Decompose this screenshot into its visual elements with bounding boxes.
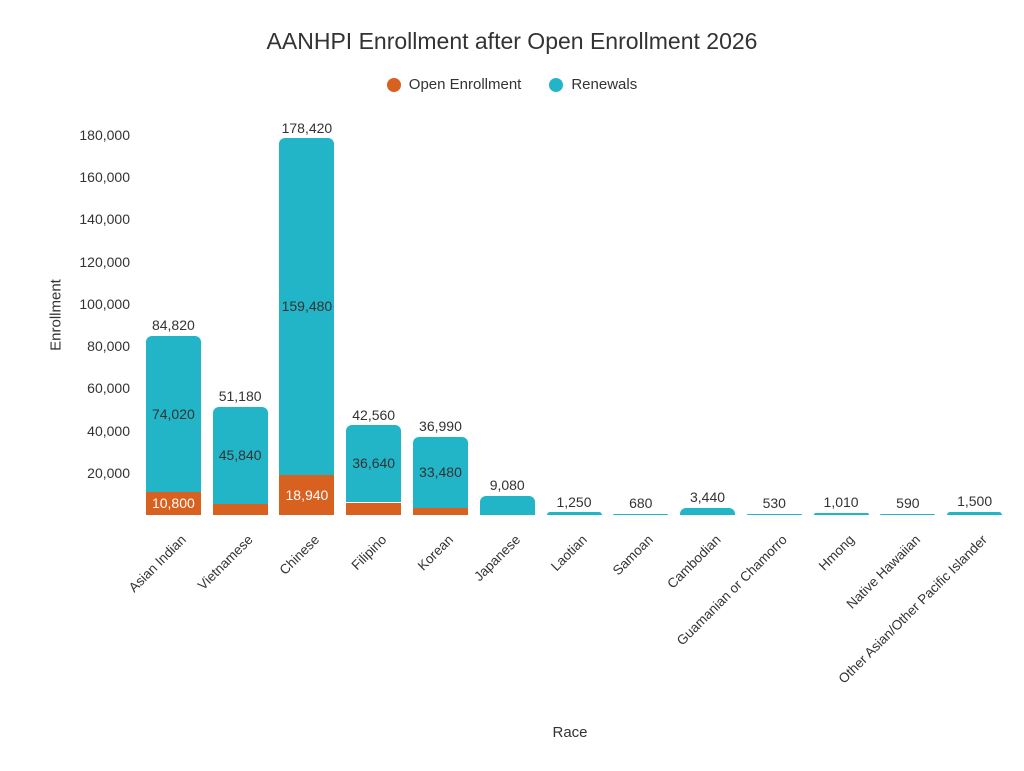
total-label-cambodian: 3,440 [690,489,726,506]
y-tick-label-60-000: 60,000 [87,380,130,397]
legend-item-open-enrollment[interactable]: Open Enrollment [386,76,522,93]
bar-segment-renewals-native-hawaiian[interactable] [880,513,936,515]
bar-segment-open-enrollment-korean[interactable] [412,507,468,515]
x-tick-label-guamanian-or-chamorro: Guamanian or Chamorro [673,532,790,649]
x-tick-label-chinese: Chinese [276,532,323,578]
renewals-value-label-filipino: 36,640 [352,455,396,472]
renewals-value-label-chinese: 159,480 [281,298,333,315]
total-label-japanese: 9,080 [489,477,525,494]
total-label-other-asian-other-pacific-islander: 1,500 [957,493,993,510]
x-tick-label-laotian: Laotian [547,532,590,574]
x-tick-label-samoan: Samoan [610,532,657,579]
chart-title: AANHPI Enrollment after Open Enrollment … [266,28,758,54]
total-label-guamanian-or-chamorro: 530 [762,495,786,512]
x-tick-label-hmong: Hmong [815,532,857,574]
x-tick-label-filipino: Filipino [348,532,390,573]
total-label-native-hawaiian: 590 [896,495,920,512]
renewals-value-label-asian-indian: 74,020 [151,405,195,422]
open-enrollment-value-label-chinese: 18,940 [285,486,329,503]
bar-segment-renewals-chinese[interactable] [279,138,335,475]
legend-marker-open-enrollment-icon [386,77,401,92]
total-label-laotian: 1,250 [556,493,592,510]
bar-segment-renewals-japanese[interactable] [479,495,535,515]
bar-segment-renewals-other-asian-other-pacific-islander[interactable] [947,511,1003,515]
open-enrollment-value-label-asian-indian: 10,800 [151,495,195,512]
bar-segment-open-enrollment-vietnamese[interactable] [212,503,268,515]
total-label-samoan: 680 [629,495,653,512]
x-tick-label-japanese: Japanese [470,532,523,585]
renewals-value-label-vietnamese: 45,840 [218,446,262,463]
y-tick-label-160-000: 160,000 [79,169,130,186]
x-tick-label-other-asian-other-pacific-islander: Other Asian/Other Pacific Islander [835,532,991,687]
y-tick-label-20-000: 20,000 [87,464,130,481]
legend-label-open-enrollment: Open Enrollment [408,76,522,93]
legend-item-renewals[interactable]: Renewals [549,76,637,93]
y-tick-label-140-000: 140,000 [79,211,130,228]
x-axis-title: Race [552,724,588,741]
x-tick-label-asian-indian: Asian Indian [125,532,189,596]
legend: Open Enrollment Renewals [0,76,1024,93]
bar-segment-renewals-guamanian-or-chamorro[interactable] [746,513,802,515]
bar-segment-renewals-laotian[interactable] [546,512,602,515]
x-tick-label-korean: Korean [414,532,457,574]
y-tick-label-180-000: 180,000 [79,127,130,143]
bar-segment-renewals-filipino[interactable] [346,425,402,503]
y-tick-label-40-000: 40,000 [87,422,130,439]
bar-segment-renewals-hmong[interactable] [813,512,869,515]
bar-segment-renewals-cambodian[interactable] [680,507,736,515]
legend-label-renewals: Renewals [571,76,638,93]
bar-segment-renewals-vietnamese[interactable] [212,406,268,504]
bar-segment-renewals-asian-indian[interactable] [145,335,201,493]
bar-segment-open-enrollment-chinese[interactable] [279,475,335,515]
x-tick-label-cambodian: Cambodian [663,532,724,592]
total-label-chinese: 178,420 [281,119,333,136]
renewals-value-label-korean: 33,480 [419,463,462,480]
y-tick-label-100-000: 100,000 [79,295,130,312]
bar-segment-renewals-samoan[interactable] [613,513,669,515]
total-label-asian-indian: 84,820 [151,317,195,334]
bar-segment-open-enrollment-asian-indian[interactable] [145,492,201,515]
y-tick-label-120-000: 120,000 [79,253,130,270]
x-tick-label-vietnamese: Vietnamese [194,532,256,593]
y-tick-label-80-000: 80,000 [87,338,130,355]
total-label-filipino: 42,560 [352,406,396,423]
bar-segment-open-enrollment-filipino[interactable] [346,502,402,515]
total-label-korean: 36,990 [419,418,462,435]
total-label-vietnamese: 51,180 [218,388,262,405]
total-label-hmong: 1,010 [823,494,859,511]
bar-segment-renewals-korean[interactable] [412,436,468,508]
legend-marker-renewals-icon [549,77,564,92]
